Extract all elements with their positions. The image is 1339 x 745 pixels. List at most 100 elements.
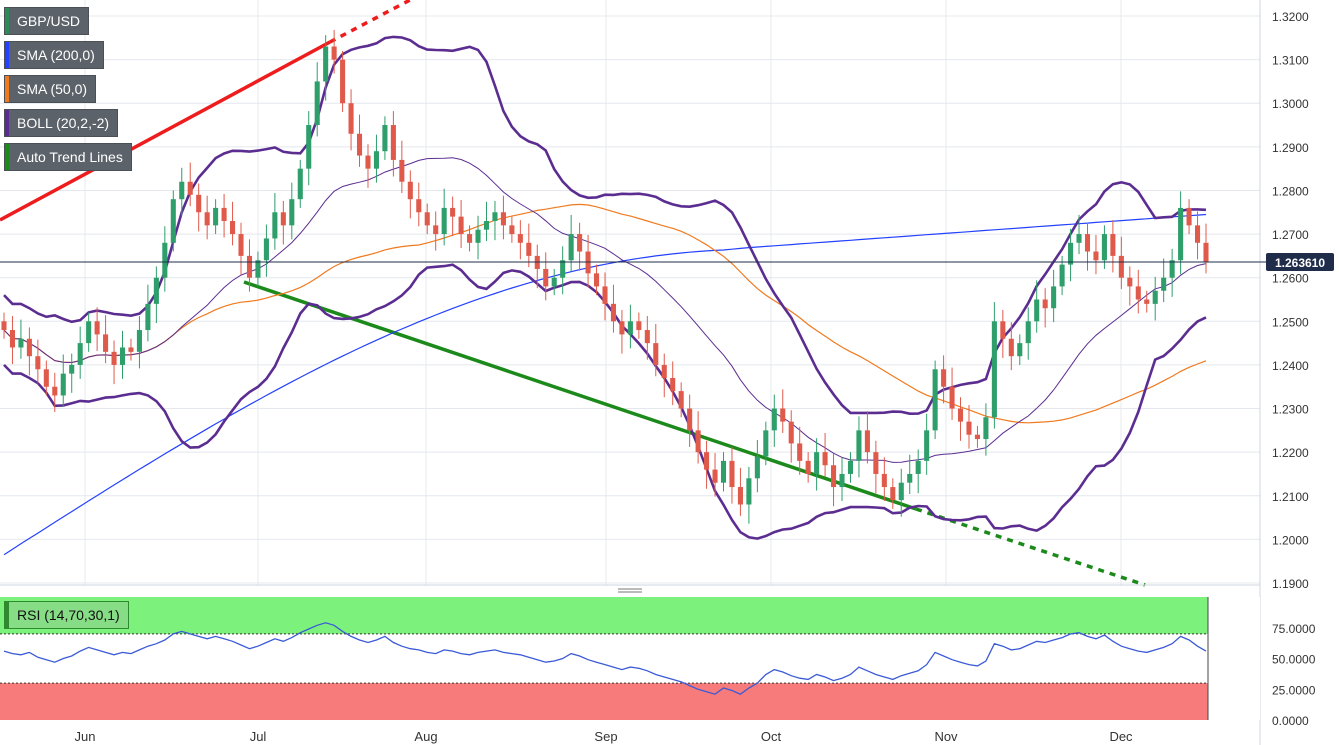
price-tag bbox=[1266, 252, 1334, 271]
candle-body bbox=[695, 430, 701, 453]
candle-body bbox=[433, 225, 439, 235]
candle-body bbox=[839, 473, 845, 488]
candle-body bbox=[1093, 251, 1099, 261]
rsi-panel: 75.0000 50.0000 25.0000 0.0000 bbox=[0, 597, 1316, 728]
candle-body bbox=[86, 321, 92, 344]
candle-body bbox=[754, 456, 760, 479]
legend-swatch bbox=[5, 42, 9, 68]
y-tick-label: 1.2900 bbox=[1272, 141, 1309, 155]
legend-label: GBP/USD bbox=[17, 13, 81, 29]
candle-body bbox=[500, 212, 506, 226]
price-tag-label: 1.263610 bbox=[1275, 256, 1325, 270]
candle-body bbox=[128, 347, 134, 352]
candle-body bbox=[780, 408, 786, 422]
candle-body bbox=[1110, 234, 1116, 256]
candle-body bbox=[9, 330, 16, 348]
candle-body bbox=[289, 199, 295, 226]
candle-body bbox=[314, 81, 320, 126]
y-tick-label: 1.3100 bbox=[1272, 54, 1309, 68]
candle-body bbox=[297, 168, 303, 200]
candle-body bbox=[1008, 338, 1014, 357]
sma200-line bbox=[3, 213, 1207, 556]
legend-boll[interactable]: BOLL (20,2,-2) bbox=[4, 109, 119, 137]
legend-label: SMA (200,0) bbox=[17, 47, 95, 63]
candle-body bbox=[373, 151, 379, 169]
candle-body bbox=[704, 452, 710, 470]
legend-label: BOLL (20,2,-2) bbox=[17, 115, 110, 131]
candle-body bbox=[602, 286, 608, 304]
x-tick-label: Sep bbox=[594, 729, 617, 744]
legend-swatch bbox=[5, 76, 9, 102]
time-axis: Jun Jul Aug Sep Oct Nov Dec bbox=[75, 729, 1134, 744]
legend-auto-trend[interactable]: Auto Trend Lines bbox=[4, 143, 132, 171]
candle-body bbox=[1017, 343, 1023, 357]
candles bbox=[1, 29, 1209, 524]
rsi-line bbox=[3, 622, 1207, 695]
y-tick-label: 1.2800 bbox=[1272, 184, 1309, 198]
candle-body bbox=[1068, 242, 1074, 265]
legend-rsi[interactable]: RSI (14,70,30,1) bbox=[4, 601, 129, 629]
candle-body bbox=[915, 460, 921, 474]
candle-body bbox=[238, 234, 244, 256]
candle-body bbox=[1127, 277, 1133, 287]
candle-body bbox=[1084, 234, 1091, 252]
y-tick-label: 1.2600 bbox=[1272, 272, 1309, 286]
candle-body bbox=[390, 125, 396, 160]
candle-body bbox=[356, 133, 363, 156]
candle-body bbox=[653, 343, 659, 365]
candle-body bbox=[898, 482, 904, 501]
candle-body bbox=[687, 408, 693, 431]
candle-body bbox=[1178, 207, 1184, 261]
y-tick-label: 1.3200 bbox=[1272, 10, 1309, 24]
candle-body bbox=[69, 364, 75, 374]
candle-body bbox=[1042, 299, 1048, 309]
candle-body bbox=[35, 356, 41, 370]
candle-body bbox=[492, 212, 498, 221]
candle-body bbox=[610, 303, 617, 322]
candle-body bbox=[145, 303, 151, 331]
sma50-line bbox=[3, 203, 1207, 424]
candle-body bbox=[881, 473, 887, 488]
legend-gbpusd[interactable]: GBP/USD bbox=[4, 7, 90, 35]
candle-body bbox=[797, 443, 803, 461]
legend-swatch bbox=[5, 8, 9, 34]
rsi-tick-label: 50.0000 bbox=[1272, 653, 1316, 667]
legend-sma50[interactable]: SMA (50,0) bbox=[4, 75, 97, 103]
candle-body bbox=[763, 430, 769, 457]
legend-sma200[interactable]: SMA (200,0) bbox=[4, 41, 104, 69]
candle-body bbox=[644, 330, 650, 344]
candle-body bbox=[517, 234, 523, 243]
indicator-lines bbox=[3, 35, 1207, 556]
boll-upper-line bbox=[3, 35, 1207, 416]
candle-body bbox=[636, 321, 642, 331]
candle-body bbox=[737, 487, 743, 505]
candle-body bbox=[670, 378, 676, 392]
y-tick-label: 1.2100 bbox=[1272, 490, 1309, 504]
candle-body bbox=[551, 277, 557, 287]
candle-body bbox=[483, 220, 490, 230]
legend-label: Auto Trend Lines bbox=[17, 149, 123, 165]
candle-body bbox=[577, 234, 583, 252]
y-tick-label: 1.1900 bbox=[1272, 577, 1309, 591]
rsi-tick-label: 0.0000 bbox=[1272, 714, 1309, 728]
candle-body bbox=[255, 260, 261, 278]
candle-body bbox=[230, 220, 236, 235]
trend-down-line bbox=[243, 280, 917, 511]
rsi-oversold-zone bbox=[0, 683, 1208, 720]
candle-body bbox=[43, 369, 49, 387]
candle-body bbox=[246, 255, 253, 278]
candle-body bbox=[864, 430, 870, 453]
candle-body bbox=[831, 465, 837, 488]
candle-body bbox=[365, 155, 371, 169]
candle-body bbox=[560, 260, 566, 278]
legend-swatch bbox=[5, 110, 9, 136]
candle-body bbox=[323, 46, 329, 82]
legend-swatch bbox=[5, 144, 9, 170]
candle-body bbox=[907, 473, 913, 483]
candle-body bbox=[746, 478, 752, 505]
candle-body bbox=[60, 373, 66, 396]
trend-down-dashed bbox=[915, 507, 1146, 587]
candle-body bbox=[771, 408, 777, 431]
